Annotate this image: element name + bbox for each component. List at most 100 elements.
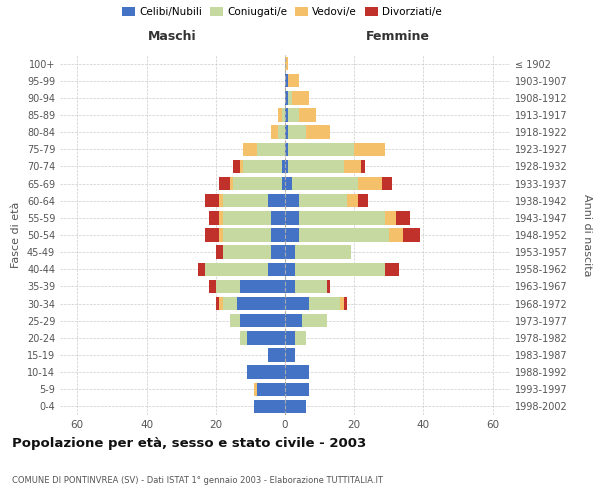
Legend: Celibi/Nubili, Coniugati/e, Vedovi/e, Divorziati/e: Celibi/Nubili, Coniugati/e, Vedovi/e, Di… [121, 5, 443, 20]
Bar [240, 160, 244, 173]
Bar [216, 246, 223, 259]
Bar [240, 280, 285, 293]
Bar [216, 280, 240, 293]
Bar [289, 74, 299, 88]
Bar [219, 297, 223, 310]
Bar [240, 314, 285, 328]
Bar [344, 160, 361, 173]
Bar [257, 142, 285, 156]
Bar [302, 314, 326, 328]
Bar [230, 177, 233, 190]
Bar [219, 177, 230, 190]
Bar [361, 160, 365, 173]
Bar [244, 160, 281, 173]
Bar [385, 262, 399, 276]
Bar [257, 382, 285, 396]
Bar [268, 262, 285, 276]
Bar [289, 160, 344, 173]
Bar [385, 211, 396, 224]
Bar [254, 400, 285, 413]
Y-axis label: Anni di nascita: Anni di nascita [581, 194, 592, 276]
Bar [285, 194, 299, 207]
Bar [223, 297, 236, 310]
Bar [271, 211, 285, 224]
Bar [289, 142, 354, 156]
Bar [396, 211, 410, 224]
Bar [205, 262, 268, 276]
Bar [289, 91, 292, 104]
Bar [209, 280, 216, 293]
Y-axis label: Fasce di età: Fasce di età [11, 202, 21, 268]
Text: Femmine: Femmine [365, 30, 430, 43]
Bar [285, 382, 309, 396]
Bar [285, 126, 289, 139]
Bar [285, 74, 289, 88]
Bar [233, 160, 240, 173]
Bar [289, 126, 306, 139]
Bar [223, 194, 268, 207]
Bar [216, 297, 219, 310]
Bar [344, 297, 347, 310]
Bar [389, 228, 403, 241]
Bar [268, 348, 285, 362]
Bar [219, 211, 223, 224]
Bar [205, 194, 219, 207]
Bar [285, 297, 309, 310]
Bar [285, 160, 289, 173]
Bar [219, 228, 223, 241]
Bar [326, 280, 330, 293]
Bar [292, 177, 358, 190]
Bar [309, 297, 340, 310]
Bar [358, 194, 368, 207]
Bar [285, 366, 309, 379]
Bar [299, 108, 316, 122]
Bar [209, 211, 219, 224]
Bar [285, 262, 295, 276]
Text: COMUNE DI PONTINVREA (SV) - Dati ISTAT 1° gennaio 2003 - Elaborazione TUTTITALIA: COMUNE DI PONTINVREA (SV) - Dati ISTAT 1… [12, 476, 383, 485]
Bar [223, 228, 271, 241]
Bar [199, 262, 205, 276]
Bar [285, 91, 289, 104]
Bar [299, 228, 389, 241]
Bar [354, 142, 385, 156]
Bar [285, 246, 295, 259]
Bar [268, 194, 285, 207]
Bar [233, 177, 281, 190]
Bar [292, 91, 309, 104]
Bar [285, 228, 299, 241]
Bar [285, 348, 295, 362]
Bar [278, 108, 281, 122]
Bar [223, 246, 271, 259]
Bar [285, 314, 302, 328]
Bar [219, 194, 223, 207]
Bar [281, 160, 285, 173]
Bar [299, 211, 385, 224]
Bar [295, 246, 351, 259]
Bar [347, 194, 358, 207]
Bar [340, 297, 344, 310]
Bar [289, 108, 299, 122]
Bar [271, 126, 278, 139]
Text: Popolazione per età, sesso e stato civile - 2003: Popolazione per età, sesso e stato civil… [12, 437, 366, 450]
Bar [240, 331, 247, 344]
Bar [271, 246, 285, 259]
Bar [285, 400, 306, 413]
Bar [285, 211, 299, 224]
Text: Maschi: Maschi [148, 30, 197, 43]
Bar [230, 314, 240, 328]
Bar [285, 142, 289, 156]
Bar [223, 211, 271, 224]
Bar [281, 177, 285, 190]
Bar [247, 366, 285, 379]
Bar [278, 126, 285, 139]
Bar [281, 108, 285, 122]
Bar [358, 177, 382, 190]
Bar [244, 142, 257, 156]
Bar [295, 262, 385, 276]
Bar [205, 228, 219, 241]
Bar [271, 228, 285, 241]
Bar [299, 194, 347, 207]
Bar [306, 126, 330, 139]
Bar [236, 297, 285, 310]
Bar [403, 228, 420, 241]
